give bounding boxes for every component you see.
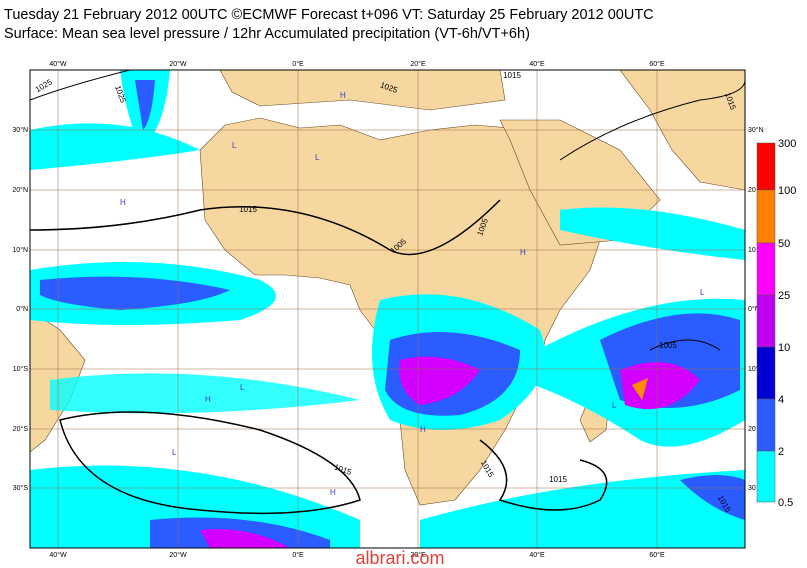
pressure-center: H — [330, 488, 336, 497]
colorbar-label: 25 — [778, 290, 790, 302]
lon-label-top: 40°W — [49, 60, 67, 68]
colorbar-label: 100 — [778, 185, 796, 197]
pressure-centers: H L H L H L H L H L H L — [120, 91, 705, 497]
lon-label-top: 20°E — [410, 60, 426, 68]
pressure-center: L — [172, 448, 177, 457]
lat-label-right: 30°N — [748, 126, 764, 134]
colorbar-segment — [756, 398, 776, 452]
lon-label-top: 40°E — [529, 60, 545, 68]
pressure-center: H — [205, 395, 211, 404]
map-frame — [29, 69, 746, 549]
lat-label-left: 10°N — [12, 246, 28, 254]
colorbar-label: 10 — [778, 342, 790, 354]
lat-label-left: 30°N — [12, 126, 28, 134]
watermark: albrari.com — [355, 548, 444, 568]
lat-label-left: 0°N — [16, 305, 28, 313]
title: Tuesday 21 February 2012 00UTC ©ECMWF Fo… — [4, 7, 654, 23]
colorbar-segment — [756, 242, 776, 296]
pressure-center: L — [240, 383, 245, 392]
pressure-center: L — [315, 153, 320, 162]
lat-label-left: 30°S — [13, 484, 29, 492]
graticule — [30, 70, 745, 548]
lon-label-top: 20°W — [169, 60, 187, 68]
map-area: 1025 102510151025101510151005100510051015… — [30, 70, 745, 548]
colorbar: 300 100 50 25 10 4 2 0.5 — [756, 138, 796, 509]
axis-labels: 40°W 40°W 20°W 20°W 0°E 0°E 20°E 20°E 40°E 40°E 60… — [12, 60, 763, 559]
pressure-center: L — [232, 141, 237, 150]
isobar-label: 1015 — [239, 205, 257, 214]
lon-label-bottom: 40°E — [529, 551, 545, 559]
lat-label-right: 10 — [748, 247, 756, 254]
pressure-center: L — [612, 401, 617, 410]
isobar-label: 1015 — [503, 71, 521, 80]
lon-label-bottom: 0°E — [292, 551, 304, 559]
lat-label-left: 10°S — [13, 365, 29, 373]
lon-label-bottom: 20°E — [410, 551, 426, 559]
pressure-center: H — [120, 198, 126, 207]
colorbar-segment — [756, 450, 776, 503]
lat-label-left: 20°N — [12, 186, 28, 194]
pressure-center: H — [420, 425, 426, 434]
colorbar-segment — [756, 346, 776, 400]
precipitation — [30, 70, 745, 548]
colorbar-segment — [756, 142, 776, 191]
colorbar-segment — [756, 189, 776, 244]
lat-label-right: 30 — [748, 485, 756, 492]
colorbar-label: 0.5 — [778, 497, 793, 509]
colorbar-label: 4 — [778, 394, 784, 406]
isobar-label: 1015 — [549, 475, 567, 484]
isobars — [30, 70, 745, 515]
lat-label-left: 20°S — [13, 425, 29, 433]
lat-label-right: 20 — [748, 426, 756, 433]
lon-label-top: 60°E — [649, 60, 665, 68]
lat-label-right: 10°S — [748, 365, 764, 373]
colorbar-segment — [756, 294, 776, 348]
lon-label-bottom: 60°E — [649, 551, 665, 559]
lat-label-right: 20 — [748, 187, 756, 194]
lat-label-right: 0°N — [748, 305, 760, 313]
pressure-center: L — [700, 288, 705, 297]
colorbar-label: 300 — [778, 138, 796, 150]
pressure-center: H — [520, 248, 526, 257]
lon-label-bottom: 20°W — [169, 551, 187, 559]
subtitle: Surface: Mean sea level pressure / 12hr … — [4, 26, 530, 42]
lon-label-bottom: 40°W — [49, 551, 67, 559]
colorbar-label: 50 — [778, 238, 790, 250]
lon-label-top: 0°E — [292, 60, 304, 68]
pressure-center: H — [340, 91, 346, 100]
colorbar-label: 2 — [778, 446, 784, 458]
isobar-label: 1005 — [659, 341, 677, 350]
